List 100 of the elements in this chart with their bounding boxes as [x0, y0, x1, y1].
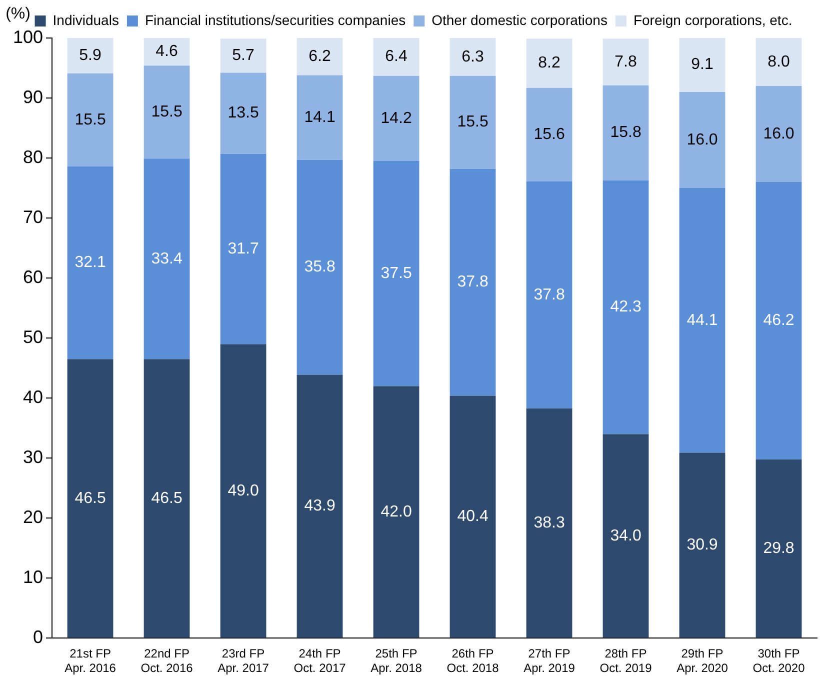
bar [144, 359, 190, 638]
bar [296, 38, 343, 76]
bar [602, 434, 649, 638]
data-label: 37.5 [380, 264, 412, 282]
bar [756, 459, 802, 638]
x-tick-label: 21st FP Apr. 2016 [64, 646, 116, 676]
data-label: 33.4 [151, 250, 182, 268]
legend-label: Other domestic corporations [432, 12, 608, 28]
bar [602, 38, 649, 86]
legend-label: Foreign corporations, etc. [633, 12, 792, 28]
bar [526, 181, 572, 408]
data-label: 46.5 [74, 490, 106, 507]
y-tick-label: 10 [23, 567, 44, 588]
bar [144, 66, 190, 159]
data-label: 7.8 [614, 53, 637, 70]
data-label: 15.6 [534, 126, 565, 144]
x-tick-label: 27th FP Apr. 2019 [524, 646, 576, 676]
bar [373, 386, 420, 638]
bar [602, 85, 649, 180]
bar [67, 73, 114, 166]
bar [526, 38, 572, 88]
bar [220, 38, 266, 73]
data-label: 35.8 [304, 258, 336, 276]
bar [67, 359, 114, 638]
x-tick-label: 30th FP Oct. 2020 [752, 646, 806, 676]
data-label: 15.5 [151, 104, 182, 121]
y-tick-label: 50 [23, 327, 44, 348]
data-label: 30.9 [686, 536, 718, 554]
data-label: 16.0 [763, 125, 794, 142]
x-tick-label: 24th FP Oct. 2017 [294, 646, 346, 676]
data-label: 32.1 [74, 254, 106, 272]
bar [450, 168, 496, 396]
data-label: 37.8 [534, 286, 565, 304]
data-label: 8.0 [768, 53, 790, 70]
bar [450, 396, 496, 638]
data-label: 43.9 [304, 498, 336, 515]
data-label: 29.8 [763, 540, 794, 557]
bar [373, 38, 420, 76]
bar [144, 158, 190, 360]
bar [756, 86, 802, 182]
bar [526, 88, 572, 182]
data-label: 5.7 [232, 47, 254, 64]
x-tick-label: 22nd FP Oct. 2016 [140, 646, 194, 676]
bar [373, 161, 420, 386]
data-label: 14.1 [304, 108, 336, 126]
data-label: 6.2 [308, 48, 331, 66]
bar [220, 154, 266, 344]
y-tick-label: 80 [23, 147, 44, 168]
data-label: 40.4 [457, 508, 488, 526]
x-tick-label: 23rd FP Apr. 2017 [218, 646, 270, 676]
bar [450, 38, 496, 76]
legend-label: Individuals [52, 12, 119, 28]
data-label: 15.5 [74, 111, 106, 128]
bar [67, 38, 114, 74]
data-label: 49.0 [228, 482, 259, 500]
data-label: 9.1 [691, 56, 714, 74]
data-label: 46.5 [151, 490, 182, 507]
y-tick-label: 0 [33, 627, 44, 648]
bar [679, 188, 726, 453]
bar [526, 408, 572, 638]
bar [373, 76, 420, 162]
data-label: 13.5 [228, 104, 259, 122]
data-label: 5.9 [79, 47, 102, 64]
y-tick-label: 30 [23, 447, 44, 468]
y-axis-title: (%) [6, 5, 30, 22]
bar [602, 180, 649, 434]
bar [296, 374, 343, 638]
y-tick-label: 100 [12, 26, 44, 47]
data-label: 6.3 [462, 48, 484, 66]
bar [450, 76, 496, 169]
data-label: 15.8 [610, 124, 642, 142]
data-label: 37.8 [457, 274, 488, 291]
bar [756, 182, 802, 460]
data-label: 4.6 [156, 43, 178, 60]
data-label: 34.0 [610, 527, 642, 544]
bar [679, 452, 726, 638]
bar [67, 166, 114, 360]
data-label: 16.0 [686, 131, 718, 148]
y-tick-label: 70 [23, 207, 44, 228]
x-tick-label: 28th FP Oct. 2019 [600, 646, 652, 676]
data-label: 44.1 [686, 312, 718, 329]
x-tick-label: 29th FP Apr. 2020 [676, 646, 728, 676]
data-label: 42.0 [380, 503, 412, 520]
bar [756, 38, 802, 86]
legend-label: Financial institutions/securities companies [144, 12, 406, 28]
data-label: 14.2 [380, 110, 412, 127]
data-label: 8.2 [538, 54, 560, 72]
data-label: 46.2 [763, 312, 794, 330]
bar [220, 72, 266, 154]
y-tick-label: 20 [23, 507, 44, 528]
y-tick-label: 60 [23, 267, 44, 288]
bar [296, 75, 343, 160]
bar [679, 92, 726, 188]
data-label: 31.7 [228, 240, 259, 258]
data-label: 38.3 [534, 514, 565, 532]
bar [679, 38, 726, 92]
y-tick-label: 40 [23, 387, 44, 408]
data-label: 15.5 [457, 114, 488, 131]
y-tick-label: 90 [23, 86, 44, 107]
bar [220, 344, 266, 638]
